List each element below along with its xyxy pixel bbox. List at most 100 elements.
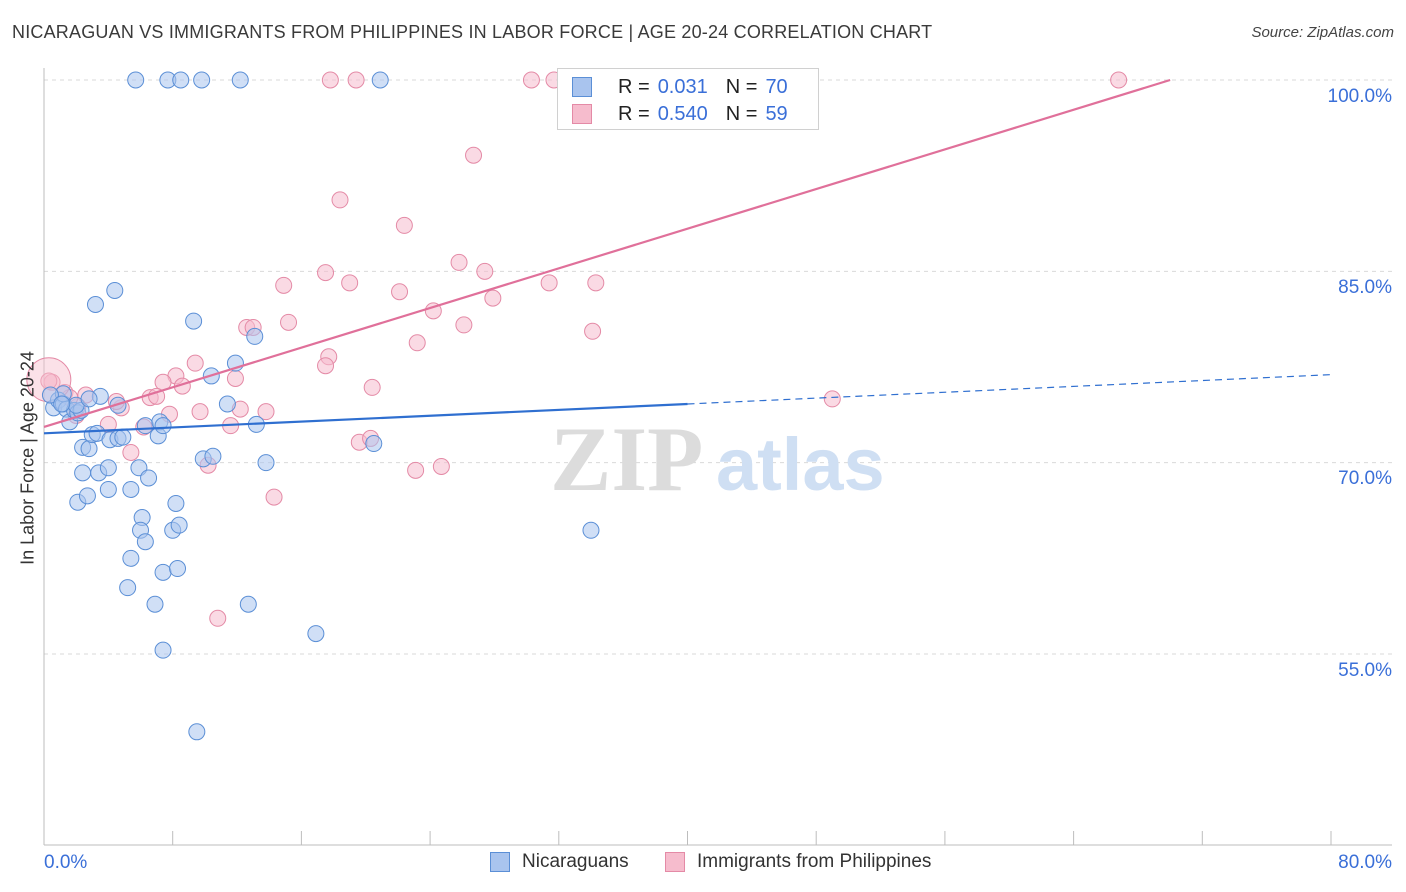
philippines-point	[317, 357, 335, 375]
bottom-legend-swatch-pink	[665, 852, 685, 872]
nicaraguan-point	[239, 595, 257, 613]
philippines-point	[347, 71, 365, 89]
nicaraguan-point	[365, 435, 383, 453]
nicaraguan-point	[169, 560, 187, 578]
nicaraguan-point	[136, 417, 154, 435]
philippines-point	[395, 216, 413, 234]
nicaraguan-point	[127, 71, 145, 89]
legend-r-value: 0.540	[657, 102, 708, 125]
philippines-point	[408, 334, 426, 352]
philippines-point	[280, 313, 298, 331]
legend-swatch-blue	[572, 77, 592, 97]
legend-r-label: R =	[618, 102, 650, 125]
philippines-point	[823, 390, 841, 408]
nicaraguan-point	[140, 469, 158, 487]
nicaraguan-points	[41, 71, 600, 741]
nicaraguan-point	[172, 71, 190, 89]
nicaraguan-point	[53, 395, 71, 413]
y-tick-85: 85.0%	[1338, 277, 1392, 298]
philippines-point	[465, 146, 483, 164]
legend-n-label: N =	[725, 102, 758, 125]
nicaraguan-point	[582, 521, 600, 539]
nicaraguan-point	[86, 295, 104, 313]
nicaraguan-point	[154, 641, 172, 659]
nicaraguan-point	[307, 625, 325, 643]
y-tick-70: 70.0%	[1338, 468, 1392, 489]
philippines-point	[186, 354, 204, 372]
legend-swatch-pink	[572, 104, 592, 124]
bottom-legend: Nicaraguans Immigrants from Philippines	[0, 851, 1406, 879]
nicaraguan-point	[119, 579, 137, 597]
philippines-point	[484, 289, 502, 307]
x-tick-max: 80.0%	[1338, 852, 1392, 873]
y-tick-55: 55.0%	[1338, 660, 1392, 681]
philippines-point	[540, 274, 558, 292]
watermark-atlas: atlas	[716, 423, 885, 506]
nicaraguan-point	[257, 454, 275, 472]
nicaraguan-point	[188, 723, 206, 741]
nicaraguan-point	[78, 487, 96, 505]
legend-n-value: 59	[765, 102, 788, 125]
nicaraguan-point	[106, 281, 124, 299]
nicaraguan-point	[193, 71, 211, 89]
nicaraguan-point	[154, 563, 172, 581]
watermark-zip: ZIP	[550, 408, 703, 510]
nicaraguan-point	[185, 312, 203, 330]
bottom-legend-nicaraguans: Nicaraguans	[490, 851, 629, 873]
nicaraguan-trend-line	[43, 402, 688, 435]
philippines-point	[363, 378, 381, 396]
legend-row-philippines: R = 0.540 N = 59	[572, 101, 788, 127]
philippines-point	[331, 191, 349, 209]
nicaraguan-point	[246, 327, 264, 345]
philippines-point	[587, 274, 605, 292]
nicaraguan-point	[146, 595, 164, 613]
y-tick-100: 100.0%	[1327, 86, 1392, 107]
nicaraguan-point	[74, 464, 92, 482]
x-tick-min: 0.0%	[44, 852, 88, 873]
trend-lines	[43, 78, 1332, 435]
philippines-point	[455, 316, 473, 334]
philippines-point	[407, 461, 425, 479]
nicaraguan-point	[218, 395, 236, 413]
axes-layer	[43, 68, 1392, 846]
legend-r-label: R =	[618, 75, 650, 98]
philippines-point	[391, 283, 409, 301]
philippines-trend-line	[43, 78, 1171, 429]
stats-legend: R = 0.031 N = 70 R = 0.540 N = 59	[557, 68, 819, 130]
nicaraguan-point	[80, 440, 98, 458]
bottom-legend-swatch-blue	[490, 852, 510, 872]
nicaraguan-point	[204, 447, 222, 465]
philippines-point	[275, 276, 293, 294]
philippines-point	[317, 264, 335, 282]
chart-title: NICARAGUAN VS IMMIGRANTS FROM PHILIPPINE…	[12, 22, 933, 42]
philippines-point	[476, 262, 494, 280]
nicaraguan-point	[136, 533, 154, 551]
legend-r-value: 0.031	[657, 75, 708, 98]
philippines-point	[432, 457, 450, 475]
philippines-point	[209, 609, 227, 627]
philippines-point	[1110, 71, 1128, 89]
nicaraguan-point	[80, 390, 98, 408]
philippines-points	[26, 71, 1128, 627]
philippines-point	[226, 369, 244, 387]
grid-layer	[44, 79, 1392, 655]
nicaraguan-point	[99, 480, 117, 498]
philippines-point	[450, 253, 468, 271]
philippines-point	[321, 71, 339, 89]
philippines-point	[122, 443, 140, 461]
bottom-legend-label: Nicaraguans	[522, 851, 629, 872]
nicaraguan-point	[371, 71, 389, 89]
legend-n-value: 70	[765, 75, 788, 98]
philippines-point	[191, 403, 209, 421]
nicaraguan-point	[154, 417, 172, 435]
philippines-point	[341, 274, 359, 292]
philippines-point	[584, 322, 602, 340]
philippines-point	[522, 71, 540, 89]
nicaraguan-point	[99, 459, 117, 477]
nicaraguan-point	[122, 480, 140, 498]
nicaraguan-point	[170, 516, 188, 534]
nicaraguan-point	[114, 428, 132, 446]
bottom-legend-label: Immigrants from Philippines	[697, 851, 932, 872]
bottom-legend-philippines: Immigrants from Philippines	[665, 851, 931, 873]
philippines-point	[265, 488, 283, 506]
